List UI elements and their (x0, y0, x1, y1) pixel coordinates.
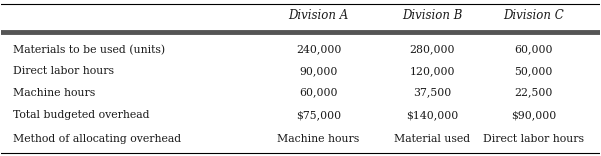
Text: 50,000: 50,000 (514, 66, 553, 76)
Text: Direct labor hours: Direct labor hours (13, 66, 114, 76)
Text: 280,000: 280,000 (409, 45, 455, 55)
Text: 60,000: 60,000 (299, 88, 338, 98)
Text: Total budgeted overhead: Total budgeted overhead (13, 110, 150, 120)
Text: 240,000: 240,000 (296, 45, 341, 55)
Text: $140,000: $140,000 (406, 110, 458, 120)
Text: $75,000: $75,000 (296, 110, 341, 120)
Text: Machine hours: Machine hours (13, 88, 96, 98)
Text: Method of allocating overhead: Method of allocating overhead (13, 134, 182, 144)
Text: Division B: Division B (402, 9, 462, 22)
Text: Division A: Division A (288, 9, 349, 22)
Text: Materials to be used (units): Materials to be used (units) (13, 44, 165, 55)
Text: Material used: Material used (394, 134, 470, 144)
Text: Division C: Division C (504, 9, 564, 22)
Text: 22,500: 22,500 (514, 88, 553, 98)
Text: $90,000: $90,000 (511, 110, 557, 120)
Text: 37,500: 37,500 (413, 88, 451, 98)
Text: Direct labor hours: Direct labor hours (483, 134, 584, 144)
Text: 90,000: 90,000 (299, 66, 338, 76)
Text: Machine hours: Machine hours (277, 134, 359, 144)
Text: 120,000: 120,000 (409, 66, 455, 76)
Text: 60,000: 60,000 (514, 45, 553, 55)
